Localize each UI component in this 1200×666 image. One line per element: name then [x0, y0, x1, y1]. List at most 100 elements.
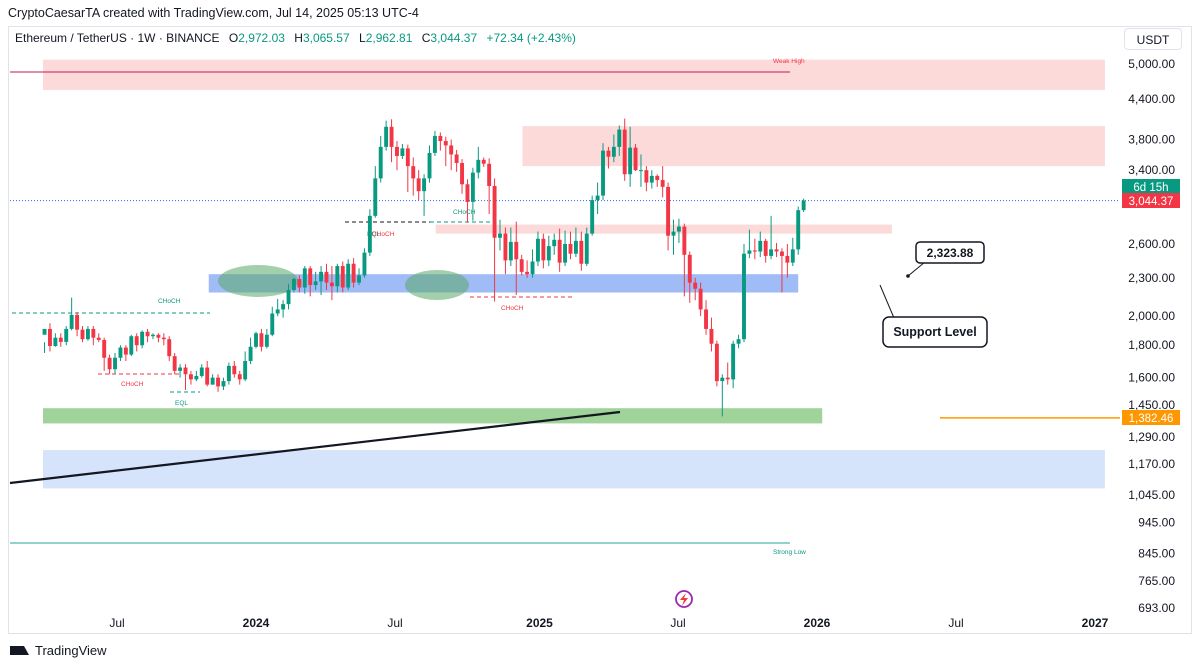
choch-label: CHoCH [121, 381, 144, 388]
callout-anchor [906, 274, 910, 278]
candle-body [622, 129, 627, 175]
candle-body [785, 255, 790, 263]
candle-body [319, 271, 324, 282]
candle-body [541, 238, 546, 261]
candle-body [470, 172, 475, 202]
candle-body [671, 231, 676, 236]
candle-body [508, 241, 513, 261]
candle-body [91, 328, 96, 338]
candle-body [346, 263, 351, 288]
candle-body [796, 210, 801, 250]
candle-body [96, 337, 101, 340]
candle-body [492, 185, 497, 238]
candle-body [210, 377, 215, 385]
candle-body [720, 377, 725, 382]
candle-body [75, 314, 80, 330]
candle-body [357, 275, 361, 283]
y-tick-label: 1,045.00 [1128, 488, 1175, 502]
x-tick-label: Jul [670, 616, 685, 630]
candle-body [747, 250, 752, 254]
callout-pointer [907, 261, 926, 277]
brand-label: TradingView [35, 643, 107, 658]
candle-body [340, 266, 345, 288]
zone-upper-supply [522, 126, 1105, 167]
close-value: 3,044.37 [430, 31, 478, 45]
candle-body [259, 333, 264, 347]
candle-body [395, 146, 399, 156]
tradingview-icon [10, 646, 29, 655]
y-tick-label: 4,400.00 [1128, 92, 1175, 106]
candle-body [633, 147, 638, 171]
candle-body [178, 367, 183, 371]
candle-body [172, 356, 177, 371]
currency-button[interactable]: USDT [1124, 28, 1182, 50]
price-badge [1122, 410, 1180, 425]
price-callout-text: 2,323.88 [927, 246, 974, 260]
y-tick-label: 2,300.00 [1128, 271, 1175, 285]
candle-body [64, 328, 69, 342]
y-tick-label: 945.00 [1138, 516, 1175, 530]
candle-body [443, 140, 448, 146]
eql-label: EQL [175, 400, 188, 407]
candle-body [69, 314, 74, 329]
candle-body [243, 360, 248, 380]
candle-body [454, 154, 459, 163]
candle-body [736, 339, 741, 344]
symbol-legend[interactable]: Ethereum / TetherUS · 1W · BINANCE O2,97… [15, 31, 576, 45]
trendline [9, 410, 621, 485]
candle-body [145, 331, 150, 337]
price-callout-box [915, 241, 985, 264]
candle-body [552, 239, 557, 247]
price-badge [1122, 193, 1180, 208]
close-label: C [421, 31, 431, 45]
candle-body [134, 336, 139, 346]
candle-body [248, 346, 253, 361]
candle-body [48, 328, 52, 347]
candle-body [53, 337, 58, 347]
candle-body [151, 334, 155, 337]
candle-body [769, 249, 774, 256]
candle-body [129, 336, 134, 355]
zone-weak-high-supply [42, 59, 1105, 90]
liquidity-ellipse [405, 270, 469, 300]
candle-body [232, 365, 237, 375]
candle-body [373, 178, 378, 216]
candle-body [687, 254, 692, 283]
support-label-box [882, 316, 988, 348]
candle-body [264, 334, 269, 347]
support-pointer [879, 284, 895, 319]
candle-body [584, 233, 589, 264]
y-tick-label: 1,290.00 [1128, 430, 1175, 444]
candle-body [362, 252, 367, 276]
candle-body [698, 288, 703, 310]
candle-body [335, 266, 340, 287]
candle-body [655, 175, 660, 181]
chart-caption: CryptoCaesarTA created with TradingView.… [8, 6, 419, 20]
candle-body [432, 135, 437, 153]
y-tick-label: 2,600.00 [1128, 237, 1175, 251]
candle-body [649, 175, 654, 183]
candle-body [161, 337, 166, 340]
zone-support [208, 274, 799, 293]
candle-body [465, 184, 470, 202]
support-label-text: Support Level [893, 325, 976, 339]
candle-body [156, 334, 161, 338]
candle-body [329, 282, 334, 287]
candle-body [113, 357, 117, 370]
candle-body [216, 377, 220, 387]
candle-body [476, 159, 481, 173]
candle-body [449, 145, 454, 155]
candle-body [140, 331, 145, 346]
candle-body [714, 343, 719, 382]
tradingview-logo: TradingView [10, 643, 107, 658]
y-tick-label: 5,000.00 [1128, 57, 1175, 71]
candle-body [118, 347, 123, 358]
bolt-icon [675, 590, 693, 608]
candle-body [498, 233, 502, 238]
candle-body [628, 147, 633, 175]
x-tick-label: 2024 [243, 616, 270, 630]
x-tick-label: 2026 [804, 616, 831, 630]
choch-label: CHoCH [158, 298, 181, 305]
x-tick-label: Jul [948, 616, 963, 630]
